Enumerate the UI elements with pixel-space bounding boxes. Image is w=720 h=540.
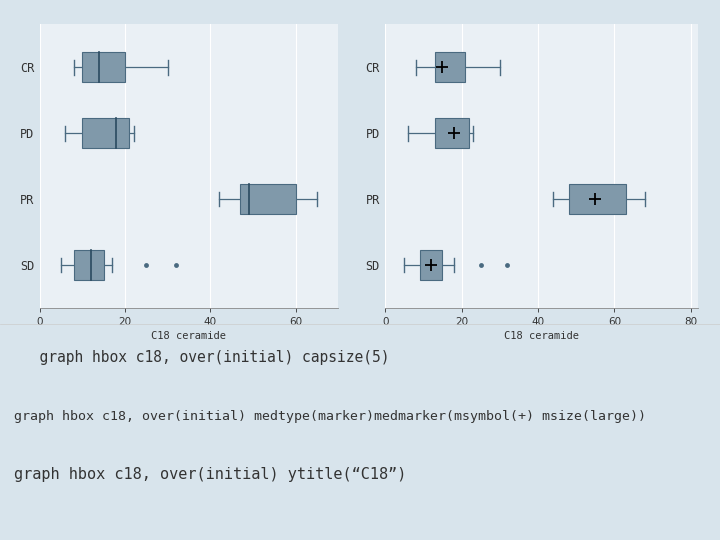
FancyBboxPatch shape [82, 52, 125, 82]
FancyBboxPatch shape [420, 250, 443, 280]
FancyBboxPatch shape [435, 52, 465, 82]
FancyBboxPatch shape [73, 250, 104, 280]
Text: graph hbox c18, over(initial) ytitle(“C18”): graph hbox c18, over(initial) ytitle(“C1… [14, 467, 407, 482]
FancyBboxPatch shape [569, 184, 626, 214]
FancyBboxPatch shape [82, 118, 130, 148]
X-axis label: C18 ceramide: C18 ceramide [504, 331, 580, 341]
Text: graph hbox c18, over(initial) capsize(5): graph hbox c18, over(initial) capsize(5) [22, 350, 389, 365]
FancyBboxPatch shape [240, 184, 296, 214]
Text: graph hbox c18, over(initial) medtype(marker)medmarker(msymbol(+) msize(large)): graph hbox c18, over(initial) medtype(ma… [14, 410, 647, 423]
FancyBboxPatch shape [435, 118, 469, 148]
X-axis label: C18 ceramide: C18 ceramide [151, 331, 227, 341]
